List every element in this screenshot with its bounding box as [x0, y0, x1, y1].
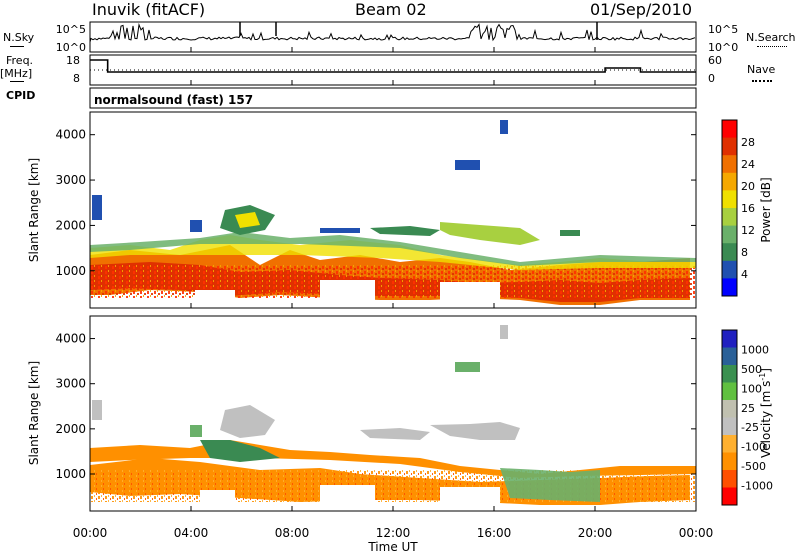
- nsky-legend-line: [10, 46, 24, 47]
- power-colorbar: 28 24 20 16 12 8 4: [721, 119, 755, 297]
- y-tick-label: 3000: [55, 377, 86, 391]
- colorbar-tick-label: 25: [741, 402, 755, 415]
- cpid-text: normalsound (fast) 157: [94, 93, 254, 107]
- colorbar-segment: [722, 435, 737, 453]
- y-tick-label: 1000: [55, 467, 86, 481]
- power-ylabel: Slant Range [km]: [27, 158, 41, 262]
- velocity-colorbar: 1000 500 100 25 -25 -100 -500 -1000: [721, 329, 773, 506]
- colorbar-tick-label: 8: [741, 246, 748, 259]
- colorbar-segment: [722, 120, 737, 139]
- x-tick-label: 00:00: [679, 526, 714, 540]
- velocity-cbar-label-end: ]: [759, 368, 773, 373]
- colorbar-tick-label: 28: [741, 136, 755, 149]
- y-tick-label: 3000: [55, 173, 86, 187]
- colorbar-segment: [722, 225, 737, 244]
- colorbar-segment: [722, 365, 737, 383]
- cpid-panel-frame: [89, 87, 697, 109]
- x-tick-label: 00:00: [73, 526, 108, 540]
- y-tick-label: 1000: [55, 264, 86, 278]
- y-tick-label: 4000: [55, 128, 86, 142]
- freq-step-line: [90, 59, 696, 73]
- colorbar-tick-label: 500: [741, 363, 762, 376]
- y-tick-label: 4000: [55, 332, 86, 346]
- colorbar-segment: [722, 347, 737, 366]
- nave-label: Nave: [747, 63, 776, 76]
- nave-tick-label: 0: [708, 72, 715, 85]
- velocity-ylabel: Slant Range [km]: [27, 361, 41, 465]
- colorbar-segment: [722, 487, 737, 506]
- beam-title: Beam 02: [355, 0, 427, 19]
- colorbar-frame: [721, 329, 738, 506]
- x-tick-label: 12:00: [376, 526, 411, 540]
- freq-unit-label: [MHz]: [0, 67, 33, 80]
- velocity-cbar-label: Velocity [m s-1]: [758, 368, 773, 458]
- colorbar-segment: [722, 417, 737, 436]
- colorbar-segment: [722, 400, 737, 418]
- colorbar-tick-label: 100: [741, 382, 762, 395]
- freq-tick-label: 18: [66, 54, 80, 67]
- colorbar-tick-label: -500: [741, 460, 766, 473]
- freq-legend-line: [10, 81, 24, 82]
- colorbar-segment: [722, 278, 737, 297]
- cpid-label: CPID: [6, 89, 36, 102]
- x-tick-label: 04:00: [174, 526, 209, 540]
- colorbar-segment: [722, 243, 737, 262]
- freq-tick-label: 8: [73, 72, 80, 85]
- nsky-label: N.Sky: [3, 31, 35, 44]
- colorbar-tick-label: -1000: [741, 480, 773, 493]
- power-cbar-label: Power [dB]: [759, 177, 773, 242]
- colorbar-segment: [722, 208, 737, 227]
- nsky-tick-label: 10^0: [56, 41, 86, 54]
- y-tick-label: 2000: [55, 218, 86, 232]
- colorbar-tick-label: 12: [741, 224, 755, 237]
- x-tick-label: 16:00: [477, 526, 512, 540]
- x-tick-label: 08:00: [275, 526, 310, 540]
- x-axis-label: Time UT: [367, 540, 418, 554]
- y-tick-label: 2000: [55, 422, 86, 436]
- nave-tick-label: 60: [708, 54, 722, 67]
- colorbar-segment: [722, 382, 737, 401]
- freq-label: Freq.: [6, 54, 34, 67]
- station-title: Inuvik (fitACF): [92, 0, 206, 19]
- nsky-trace-line: [89, 22, 696, 43]
- colorbar-segment: [722, 172, 737, 191]
- velocity-panel: [89, 315, 697, 512]
- x-tick-label: 20:00: [578, 526, 613, 540]
- colorbar-segment: [722, 452, 737, 471]
- axis-ticks: 10^510^010^510^0188600400030002000100040…: [55, 23, 738, 540]
- nsearch-tick-label: 10^0: [708, 41, 738, 54]
- colorbar-segment: [722, 190, 737, 209]
- velocity-cbar-label-main: Velocity [m s: [759, 381, 773, 458]
- colorbar-segment: [722, 260, 737, 279]
- nsearch-label: N.Search: [746, 31, 796, 44]
- date-title: 01/Sep/2010: [590, 0, 693, 19]
- colorbar-tick-label: 4: [741, 268, 748, 281]
- nsearch-legend-line: [757, 46, 787, 47]
- velocity-scatter: [90, 325, 696, 505]
- colorbar-tick-label: 20: [741, 180, 755, 193]
- colorbar-segment: [722, 155, 737, 174]
- nave-legend-line: [752, 80, 772, 82]
- colorbar-segment: [722, 330, 737, 348]
- colorbar-segment: [722, 470, 737, 488]
- power-scatter: [90, 120, 696, 305]
- colorbar-tick-label: 24: [741, 158, 755, 171]
- colorbar-tick-label: -25: [741, 421, 759, 434]
- nsky-trace: [89, 22, 696, 43]
- nsky-tick-label: 10^5: [56, 23, 86, 36]
- power-panel: [89, 111, 697, 309]
- colorbar-segment: [722, 137, 737, 156]
- nsearch-tick-label: 10^5: [708, 23, 738, 36]
- velocity-cbar-label-sup: -1: [758, 373, 767, 381]
- colorbar-tick-label: -100: [741, 441, 766, 454]
- colorbar-tick-label: 16: [741, 202, 755, 215]
- colorbar-tick-label: 1000: [741, 343, 769, 356]
- colorbar-frame: [721, 119, 738, 297]
